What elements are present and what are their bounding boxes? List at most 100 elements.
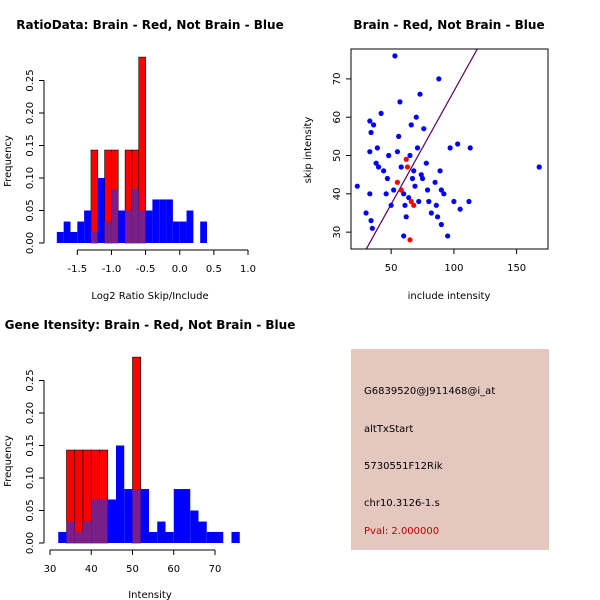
scatter-point-blue: [445, 233, 451, 239]
ratio-bar-blue: [63, 221, 71, 243]
scatter-point-blue: [455, 141, 461, 147]
intensity-bar-overlap: [83, 521, 92, 543]
intensity-x-tick-label: 30: [44, 564, 57, 575]
intensity-bar-blue: [215, 531, 224, 543]
scatter-point-red: [408, 198, 414, 205]
scatter-point-blue: [416, 198, 422, 205]
intensity-xlabel: Intensity: [128, 590, 172, 600]
scatter-regression-line: [365, 49, 478, 249]
scatter-point-blue: [433, 202, 439, 208]
scatter-point-blue: [414, 145, 421, 151]
scatter-point-blue: [368, 218, 374, 224]
scatter-point-blue: [434, 214, 441, 220]
scatter-x-tick-label: 100: [444, 263, 463, 274]
ratio-y-tick-label: 0.15: [25, 134, 36, 156]
scatter-point-blue: [423, 160, 429, 166]
scatter-point-blue: [378, 110, 384, 116]
intensity-bar-blue: [107, 499, 116, 543]
scatter-point-blue: [396, 133, 402, 139]
intensity-bar-overlap: [132, 489, 141, 543]
scatter-point-blue: [394, 149, 401, 155]
intensity-bar-blue: [116, 445, 125, 543]
scatter-x-tick-label: 50: [385, 263, 398, 274]
ratio-y-tick-label: 0.25: [25, 69, 36, 91]
gene-name: 5730551F12Rik: [364, 461, 443, 472]
scatter-axes: 50 100 150 30 40 50 60 70: [332, 48, 549, 274]
scatter-point-blue: [367, 118, 373, 124]
scatter-plot: Brain - Red, Not Brain - Blue include in…: [303, 18, 549, 302]
scatter-point-blue: [381, 168, 387, 174]
scatter-point-blue: [536, 164, 542, 170]
ratio-bar-overlap: [138, 210, 146, 243]
ratio-bar-blue: [56, 231, 64, 243]
ratio-x-tick-label: -1.0: [102, 264, 122, 275]
ratio-bar-overlap: [90, 231, 98, 243]
intensity-y-tick-label: 0.15: [25, 434, 36, 456]
intensity-bar-blue: [157, 521, 166, 543]
ratio-bar-overlap: [131, 189, 139, 243]
scatter-point-blue: [419, 175, 426, 182]
scatter-point-blue: [426, 198, 432, 205]
ratio-x-tick-label: -0.5: [136, 264, 156, 275]
scatter-point-blue: [438, 187, 444, 193]
scatter-point-blue: [406, 195, 412, 201]
scatter-point-blue: [428, 210, 434, 216]
scatter-point-red: [411, 202, 417, 208]
ratio-x-tick-label: -1.5: [68, 264, 88, 275]
ratio-bar-blue: [84, 210, 91, 243]
ratio-y-tick-label: 0.00: [25, 232, 36, 254]
scatter-point-blue: [367, 149, 373, 155]
ratio-histogram: RatioData: Brain - Red, Not Brain - Blue…: [3, 18, 284, 302]
scatter-point-blue: [392, 53, 398, 59]
intensity-x-tick-label: 70: [209, 564, 222, 575]
scatter-point-blue: [383, 191, 389, 197]
scatter-point-blue: [401, 191, 407, 197]
scatter-point-blue: [438, 221, 444, 228]
intensity-x-tick-label: 40: [85, 564, 98, 575]
scatter-point-blue: [368, 129, 374, 136]
intensity-bar-overlap: [74, 531, 83, 543]
intensity-x-tick-label: 60: [167, 564, 180, 575]
scatter-point-blue: [397, 99, 403, 105]
scatter-point-blue: [417, 91, 423, 97]
scatter-point-red: [407, 237, 413, 243]
scatter-y-tick-label: 50: [332, 149, 343, 162]
ratio-bar-blue: [77, 221, 85, 243]
ratio-xlabel: Log2 Ratio Skip/Include: [91, 291, 208, 302]
scatter-point-blue: [384, 175, 390, 182]
scatter-ylabel: skip intensity: [303, 117, 314, 184]
ratio-bar-blue: [166, 199, 173, 243]
intensity-y-tick-label: 0.10: [25, 467, 36, 489]
intensity-x-tick-label: 50: [126, 564, 139, 575]
scatter-frame: [350, 48, 549, 250]
intensity-bar-blue: [140, 489, 149, 543]
scatter-point-blue: [441, 191, 447, 197]
intensity-y-tick-label: 0.25: [25, 369, 36, 391]
scatter-point-blue: [437, 168, 443, 174]
scatter-y-tick-label: 70: [332, 73, 343, 86]
scatter-point-blue: [411, 168, 417, 174]
scatter-point-blue: [424, 187, 431, 193]
ratio-x-tick-label: 0.0: [172, 264, 188, 275]
intensity-bar-blue: [165, 531, 174, 543]
gene-info-panel: G6839520@J911468@i_at altTxStart 5730551…: [351, 349, 549, 550]
ratio-y-tick-label: 0.10: [25, 167, 36, 189]
scatter-plot-area: [354, 49, 542, 249]
pval-text: Pval: 2.000000: [364, 526, 440, 537]
ratio-bar-blue: [172, 221, 180, 243]
scatter-point-blue: [436, 76, 442, 82]
intensity-y-tick-label: 0.05: [25, 499, 36, 521]
scatter-point-blue: [363, 210, 369, 216]
intensity-bar-blue: [149, 531, 158, 543]
scatter-point-blue: [413, 114, 419, 120]
gene-location: chr10.3126-1.s: [364, 498, 440, 509]
scatter-y-tick-label: 40: [332, 187, 343, 200]
ratio-bar-overlap: [111, 189, 119, 243]
intensity-bar-overlap: [99, 499, 108, 543]
intensity-bar-overlap: [66, 521, 75, 543]
ratio-bar-overlap: [125, 210, 132, 243]
intensity-y-tick-label: 0.00: [25, 532, 36, 554]
scatter-point-blue: [421, 126, 427, 132]
scatter-point-blue: [466, 198, 472, 205]
